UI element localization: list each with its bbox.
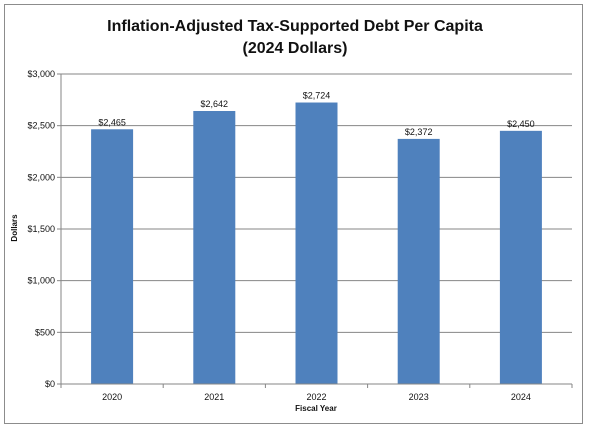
data-label-2021: $2,642 — [201, 99, 229, 109]
chart-subtitle: (2024 Dollars) — [243, 40, 348, 57]
bar-2022 — [295, 102, 338, 385]
x-axis-title: Fiscal Year — [295, 404, 337, 413]
x-tick-label: 2022 — [306, 392, 326, 402]
y-tick-label: $1,500 — [27, 224, 55, 234]
x-tick-label: 2024 — [511, 392, 531, 402]
x-tick-label: 2023 — [409, 392, 429, 402]
bar-2020 — [91, 129, 134, 384]
y-axis-ticks: $0 $500 $1,000 $1,500 $2,000 $2,500 $3,000 — [27, 69, 61, 389]
y-axis-title: Dollars — [10, 214, 19, 242]
bar-2024 — [499, 130, 542, 384]
x-tick-label: 2021 — [204, 392, 224, 402]
y-tick-label: $500 — [35, 327, 55, 337]
chart-title: Inflation-Adjusted Tax-Supported Debt Pe… — [107, 18, 483, 35]
x-axis-ticks: 2020 2021 2022 2023 2024 — [60, 384, 573, 402]
data-label-2022: $2,724 — [303, 91, 331, 101]
x-tick-label: 2020 — [102, 392, 122, 402]
y-tick-label: $2,000 — [27, 172, 55, 182]
data-label-2024: $2,450 — [507, 119, 535, 129]
data-labels: $2,465 $2,642 $2,724 $2,372 $2,450 — [98, 91, 534, 137]
bar-2021 — [193, 110, 236, 384]
y-tick-label: $3,000 — [27, 69, 55, 79]
bar-chart: Inflation-Adjusted Tax-Supported Debt Pe… — [10, 18, 573, 413]
bars — [91, 102, 542, 385]
chart-frame: Inflation-Adjusted Tax-Supported Debt Pe… — [4, 4, 583, 424]
y-tick-label: $1,000 — [27, 276, 55, 286]
data-label-2020: $2,465 — [98, 117, 126, 127]
y-tick-label: $0 — [45, 379, 55, 389]
bar-2023 — [397, 138, 440, 384]
data-label-2023: $2,372 — [405, 127, 433, 137]
y-tick-label: $2,500 — [27, 121, 55, 131]
